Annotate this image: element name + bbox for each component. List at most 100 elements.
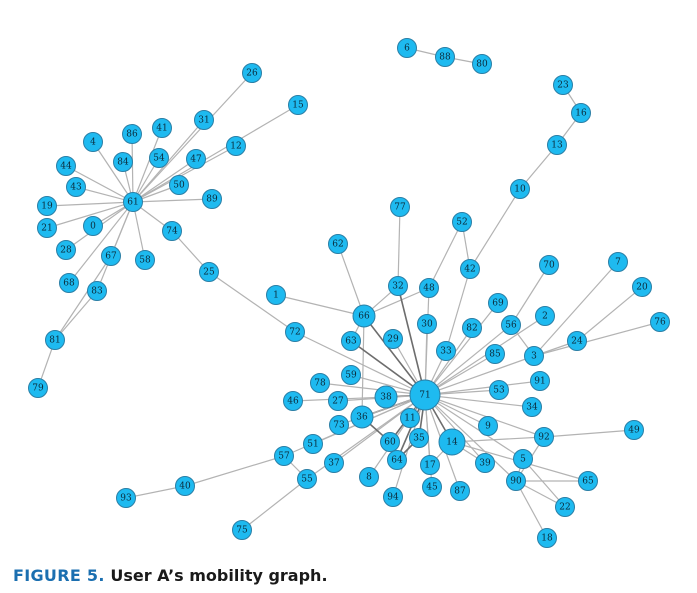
- edge-3-71: [424, 355, 535, 396]
- node-label-66: 66: [358, 312, 370, 322]
- node-circle-85: [485, 344, 505, 364]
- node-label-33: 33: [440, 347, 452, 357]
- node-label-62: 62: [332, 240, 343, 250]
- node-circle-69: [488, 293, 508, 313]
- node-circle-54: [149, 148, 169, 168]
- node-7: 7: [608, 252, 628, 272]
- node-label-6: 6: [404, 44, 410, 54]
- edge-7-3: [533, 261, 619, 357]
- edge-77-32: [397, 206, 401, 287]
- node-47: 47: [186, 149, 206, 169]
- node-circle-5: [513, 449, 533, 469]
- figure-caption: FIGURE 5. User A’s mobility graph.: [13, 566, 328, 585]
- node-label-15: 15: [292, 101, 304, 111]
- node-92: 92: [534, 427, 554, 447]
- node-circle-36: [350, 405, 374, 429]
- node-circle-22: [555, 497, 575, 517]
- node-circle-15: [288, 95, 308, 115]
- edge-42-33: [445, 268, 471, 352]
- edge-61-21: [46, 201, 134, 229]
- node-circle-27: [328, 391, 348, 411]
- node-circle-61: [123, 192, 143, 212]
- node-label-86: 86: [126, 130, 138, 140]
- node-label-20: 20: [636, 283, 648, 293]
- node-circle-47: [186, 149, 206, 169]
- node-53: 53: [489, 380, 509, 400]
- edge-61-47: [132, 158, 197, 203]
- edge-61-89: [132, 198, 213, 203]
- node-circle-20: [632, 277, 652, 297]
- node-label-60: 60: [384, 438, 396, 448]
- node-circle-72: [285, 322, 305, 342]
- node-label-5: 5: [520, 455, 526, 465]
- node-17: 17: [420, 455, 440, 475]
- node-circle-66: [352, 304, 376, 328]
- node-label-73: 73: [333, 421, 345, 431]
- node-label-83: 83: [91, 287, 103, 297]
- node-circle-2: [535, 306, 555, 326]
- node-circle-46: [283, 391, 303, 411]
- edge-76-3: [533, 321, 661, 357]
- node-circle-90: [506, 471, 526, 491]
- node-label-78: 78: [314, 379, 326, 389]
- node-90: 90: [506, 471, 526, 491]
- node-54: 54: [149, 148, 169, 168]
- node-63: 63: [341, 331, 361, 351]
- node-label-7: 7: [615, 258, 621, 268]
- node-label-76: 76: [654, 318, 666, 328]
- node-circle-7: [608, 252, 628, 272]
- node-9: 9: [478, 416, 498, 436]
- node-84: 84: [113, 152, 133, 172]
- node-label-44: 44: [60, 162, 72, 172]
- edge-66-71: [363, 315, 426, 396]
- edge-83-81: [54, 290, 98, 341]
- node-label-24: 24: [571, 337, 583, 347]
- node-82: 82: [462, 318, 482, 338]
- node-label-19: 19: [41, 202, 53, 212]
- node-label-69: 69: [492, 299, 504, 309]
- node-circle-3: [524, 346, 544, 366]
- node-45: 45: [422, 477, 442, 497]
- edge-61-41: [132, 127, 163, 203]
- edge-90-18: [515, 480, 548, 539]
- node-label-13: 13: [551, 141, 563, 151]
- node-circle-77: [390, 197, 410, 217]
- node-circle-6: [397, 38, 417, 58]
- node-label-89: 89: [206, 195, 218, 205]
- node-circle-17: [420, 455, 440, 475]
- edge-22-5: [522, 458, 566, 508]
- node-39: 39: [475, 453, 495, 473]
- node-label-12: 12: [230, 142, 241, 152]
- node-label-36: 36: [356, 413, 368, 423]
- node-label-63: 63: [345, 337, 357, 347]
- node-28: 28: [56, 240, 76, 260]
- node-2: 2: [535, 306, 555, 326]
- edge-52-48: [428, 221, 463, 289]
- node-68: 68: [59, 273, 79, 293]
- node-65: 65: [578, 471, 598, 491]
- edge-61-44: [65, 165, 134, 203]
- edge-72-71: [294, 331, 426, 396]
- node-55: 55: [297, 469, 317, 489]
- node-78: 78: [310, 373, 330, 393]
- node-circle-73: [329, 415, 349, 435]
- node-56: 56: [501, 315, 521, 335]
- node-93: 93: [116, 488, 136, 508]
- node-label-23: 23: [557, 81, 569, 91]
- node-circle-50: [169, 175, 189, 195]
- edge-61-12: [132, 145, 237, 203]
- node-10: 10: [510, 179, 530, 199]
- graph-edges: [37, 47, 661, 539]
- node-circle-94: [383, 487, 403, 507]
- edge-92-71: [424, 394, 545, 438]
- node-circle-25: [199, 262, 219, 282]
- edge-70-56: [510, 264, 550, 326]
- node-circle-18: [537, 528, 557, 548]
- node-circle-56: [501, 315, 521, 335]
- node-label-92: 92: [538, 433, 549, 443]
- node-76: 76: [650, 312, 670, 332]
- node-61: 61: [123, 192, 143, 212]
- node-label-68: 68: [63, 279, 75, 289]
- node-13: 13: [547, 135, 567, 155]
- node-label-1: 1: [273, 291, 279, 301]
